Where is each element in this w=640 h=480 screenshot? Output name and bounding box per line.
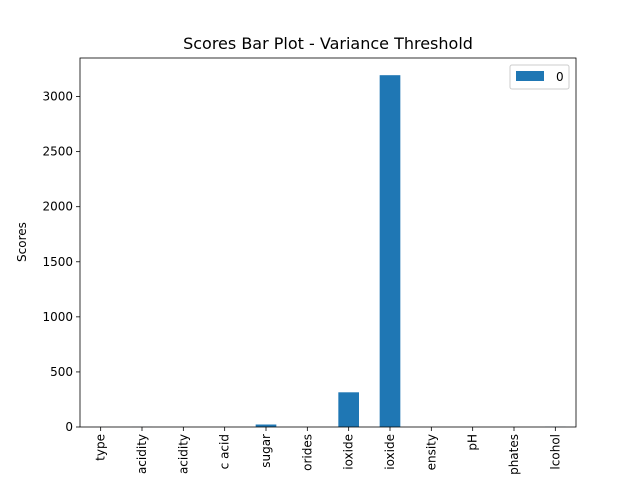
y-tick-label: 1000 — [42, 310, 73, 324]
bar — [338, 392, 359, 427]
legend: 0 — [509, 64, 570, 90]
x-tick-label: lcohol — [548, 434, 562, 470]
y-tick-label: 1500 — [42, 255, 73, 269]
bars — [90, 75, 566, 427]
x-tick-label: acidity — [176, 434, 190, 474]
chart-title: Scores Bar Plot - Variance Threshold — [183, 34, 473, 53]
y-tick-label: 2000 — [42, 200, 73, 214]
x-tick-label: type — [94, 434, 108, 461]
legend-label: 0 — [556, 70, 564, 84]
x-tick-label: pH — [466, 434, 480, 451]
y-tick-label: 2500 — [42, 145, 73, 159]
y-tick-label: 3000 — [42, 90, 73, 104]
y-axis-label: Scores — [15, 222, 29, 262]
x-tick-label: acidity — [135, 434, 149, 474]
bar — [255, 424, 277, 427]
x-tick-label: ensity — [424, 434, 438, 470]
plot-frame — [79, 57, 577, 428]
bar — [379, 75, 401, 427]
x-tick-label: sugar — [259, 434, 273, 468]
legend-swatch — [516, 71, 544, 81]
x-axis-ticks: type acidity acidity c acid sugar orides ioxid… — [94, 427, 562, 475]
x-tick-label: orides — [300, 434, 314, 471]
y-tick-label: 500 — [50, 365, 73, 379]
y-tick-label: 0 — [65, 420, 73, 434]
x-tick-label: ioxide — [342, 434, 356, 470]
y-axis-ticks: 0 500 1000 1500 2000 2500 3000 — [42, 90, 80, 434]
x-tick-label: c acid — [218, 434, 232, 469]
x-tick-label: ioxide — [383, 434, 397, 470]
x-tick-label: phates — [507, 434, 521, 475]
